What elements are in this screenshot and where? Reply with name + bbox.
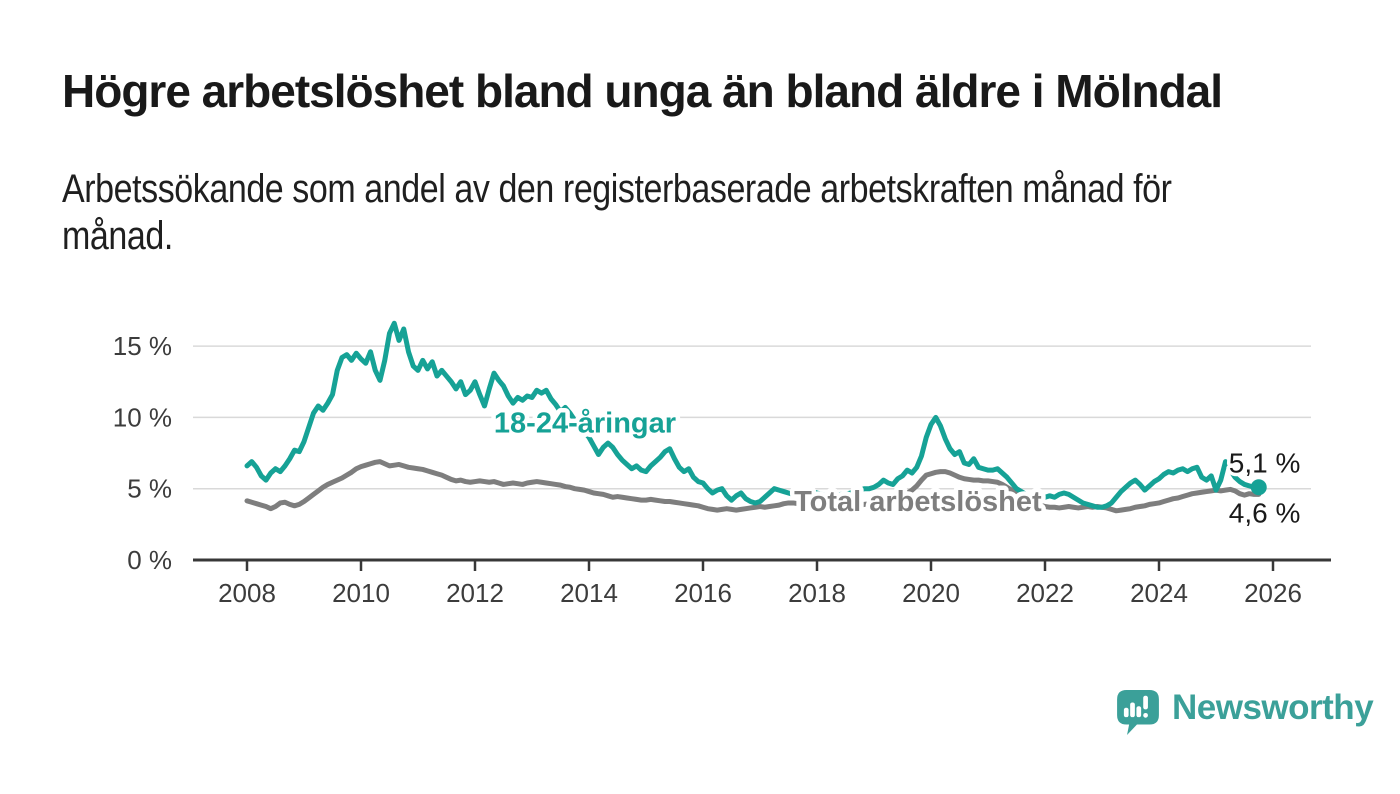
logo-exclamation-bar [1143, 695, 1148, 710]
x-axis-label-2026: 2026 [1244, 578, 1302, 608]
logo-bar-2 [1130, 702, 1135, 718]
subtitle-line-1: Arbetssökande som andel av den registerb… [62, 167, 1172, 211]
newsworthy-wordmark: Newsworthy [1172, 688, 1374, 727]
end-value-label-1: 4,6 % [1229, 497, 1301, 528]
y-axis-label-15: 15 % [113, 331, 172, 361]
y-axis-label-0: 0 % [127, 545, 172, 575]
x-axis-label-2020: 2020 [902, 578, 960, 608]
x-axis-label-2016: 2016 [674, 578, 732, 608]
y-axis-label-5: 5 % [127, 474, 172, 504]
y-axis-label-10: 10 % [113, 402, 172, 432]
newsworthy-logo: Newsworthy [1117, 688, 1374, 736]
end-value-label-0: 5,1 % [1229, 447, 1301, 478]
x-axis-label-2024: 2024 [1130, 578, 1188, 608]
chart-subtitle: Arbetssökande som andel av den registerb… [62, 166, 1172, 260]
subtitle-line-2: månad. [62, 214, 173, 258]
page-title: Högre arbetslöshet bland unga än bland ä… [62, 65, 1223, 117]
x-axis-label-2022: 2022 [1016, 578, 1074, 608]
series-end-dot-0 [1250, 479, 1267, 496]
series-line-0 [244, 320, 1262, 510]
x-axis-label-2012: 2012 [446, 578, 504, 608]
x-axis-label-2008: 2008 [218, 578, 276, 608]
series-label-0: 18-24-åringar [494, 407, 676, 439]
series-label-1: Total arbetslöshet [794, 486, 1042, 518]
newsworthy-logo-icon [1117, 690, 1159, 735]
logo-bar-3 [1136, 706, 1142, 718]
x-axis-label-2010: 2010 [332, 578, 390, 608]
x-axis-label-2014: 2014 [560, 578, 618, 608]
x-axis-label-2018: 2018 [788, 578, 846, 608]
logo-exclamation-dot [1143, 713, 1148, 718]
logo-bar-1 [1123, 707, 1129, 718]
